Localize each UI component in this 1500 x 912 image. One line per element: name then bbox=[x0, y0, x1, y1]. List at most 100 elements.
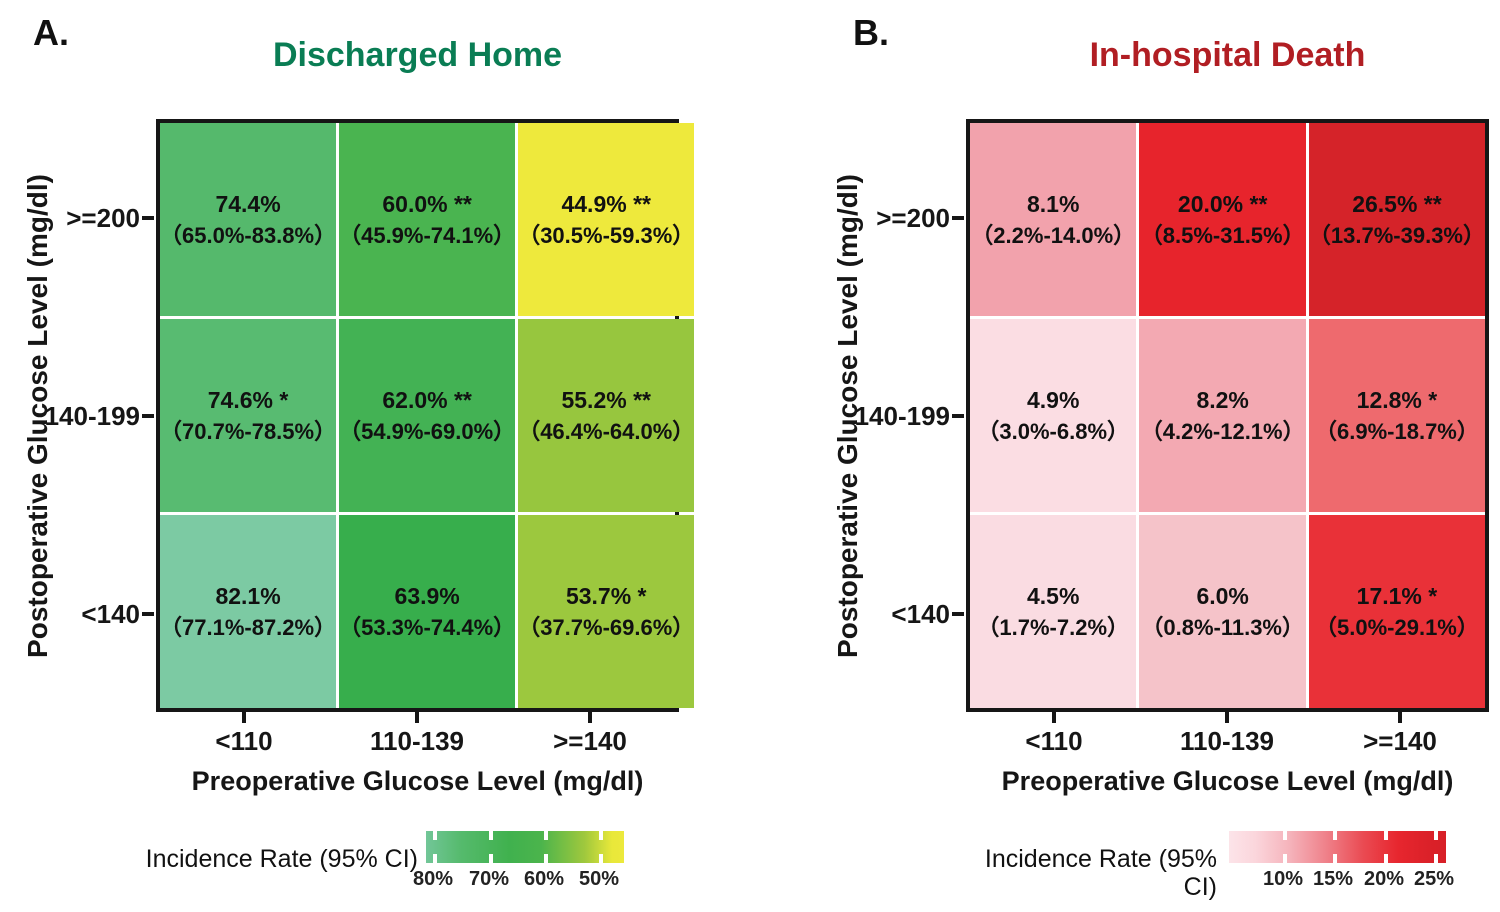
colorbar-tick-label: 15% bbox=[1312, 868, 1354, 890]
y-tick-label: <140 bbox=[891, 599, 950, 629]
cell-value: 82.1% bbox=[215, 582, 281, 609]
cell-ci: （77.1%-87.2%） bbox=[160, 614, 337, 640]
y-tick-label: <140 bbox=[81, 599, 140, 629]
colorbar-tick-notch bbox=[544, 831, 548, 863]
heatmap-cell: 74.6% * （70.7%-78.5%） bbox=[160, 319, 337, 512]
colorbar-tick-label: 70% bbox=[468, 868, 510, 890]
y-tick bbox=[952, 414, 964, 418]
x-axis-label: Preoperative Glucose Level (mg/dl) bbox=[191, 766, 644, 796]
x-tick bbox=[1225, 712, 1229, 723]
heatmap-cell: 8.2% （4.2%-12.1%） bbox=[1139, 319, 1306, 512]
heatmap-grid-a: 74.4% （65.0%-83.8%） 60.0% ** （45.9%-74.1… bbox=[156, 119, 695, 712]
x-tick-label: <110 bbox=[215, 726, 273, 756]
cell-ci: （37.7%-69.6%） bbox=[518, 614, 695, 640]
cell-value: 4.9% bbox=[1027, 386, 1080, 413]
cell-value: 17.1% * bbox=[1356, 582, 1438, 609]
colorbar-tick-notch bbox=[599, 831, 604, 863]
colorbar-label: Incidence Rate (95% CI) bbox=[984, 845, 1217, 901]
heatmap-cell: 4.5% （1.7%-7.2%） bbox=[970, 515, 1137, 708]
cell-value: 4.5% bbox=[1027, 582, 1080, 609]
cell-ci: （6.9%-18.7%） bbox=[1315, 418, 1479, 444]
cell-ci: （0.8%-11.3%） bbox=[1141, 614, 1304, 640]
colorbar-tick-notch bbox=[488, 831, 493, 863]
cell-ci: （1.7%-7.2%） bbox=[977, 614, 1130, 640]
heatmap-cell: 82.1% （77.1%-87.2%） bbox=[160, 515, 337, 708]
cell-value: 62.0% ** bbox=[382, 386, 472, 413]
colorbar-tick-notch bbox=[1383, 831, 1388, 863]
panel-title-in-hospital-death: In-hospital Death bbox=[1089, 36, 1366, 74]
heatmap-cell: 17.1% * （5.0%-29.1%） bbox=[1308, 515, 1485, 708]
x-tick bbox=[242, 712, 246, 723]
cell-ci: （2.2%-14.0%） bbox=[971, 222, 1136, 248]
cell-ci: （13.7%-39.3%） bbox=[1308, 222, 1485, 248]
cell-value: 8.2% bbox=[1196, 386, 1249, 413]
cell-value: 12.8% * bbox=[1356, 386, 1438, 413]
heatmap-cell: 53.7% * （37.7%-69.6%） bbox=[518, 515, 695, 708]
cell-ci: （45.9%-74.1%） bbox=[339, 222, 516, 248]
colorbar-tick-label: 60% bbox=[523, 868, 565, 890]
heatmap-cell: 12.8% * （6.9%-18.7%） bbox=[1308, 319, 1485, 512]
y-tick bbox=[952, 216, 964, 220]
colorbar-tick-notch bbox=[1434, 831, 1439, 863]
panel-letter-a: A. bbox=[33, 12, 69, 53]
cell-value: 53.7% * bbox=[565, 582, 647, 609]
cell-ci: （5.0%-29.1%） bbox=[1315, 614, 1479, 640]
colorbar-gradient bbox=[1229, 831, 1446, 863]
y-tick bbox=[952, 612, 964, 616]
heatmap-cell: 62.0% ** （54.9%-69.0%） bbox=[339, 319, 516, 512]
cell-ci: （54.9%-69.0%） bbox=[339, 418, 516, 444]
x-tick-label: <110 bbox=[1025, 726, 1083, 756]
cell-value: 44.9% ** bbox=[561, 190, 651, 217]
x-tick-label: 110-139 bbox=[370, 726, 464, 756]
cell-ci: （8.5%-31.5%） bbox=[1140, 222, 1305, 248]
cell-ci: （53.3%-74.4%） bbox=[339, 614, 516, 640]
heatmap-cell: 20.0% ** （8.5%-31.5%） bbox=[1139, 123, 1306, 316]
heatmap-cell: 44.9% ** （30.5%-59.3%） bbox=[518, 123, 695, 316]
panel-in-hospital-death: B. In-hospital Death Postoperative Gluco… bbox=[750, 0, 1500, 912]
colorbar-label: Incidence Rate (95% CI) bbox=[145, 845, 418, 873]
x-tick bbox=[415, 712, 419, 723]
cell-value: 63.9% bbox=[394, 582, 460, 609]
y-tick bbox=[142, 414, 154, 418]
y-tick-label: 140-199 bbox=[854, 401, 950, 431]
panel-letter-b: B. bbox=[853, 12, 889, 53]
cell-ci: （4.2%-12.1%） bbox=[1140, 418, 1305, 444]
colorbar-tick-notch bbox=[432, 831, 437, 863]
cell-value: 26.5% ** bbox=[1352, 190, 1442, 217]
x-tick-label: >=140 bbox=[553, 726, 627, 756]
colorbar-tick-notch bbox=[1332, 831, 1337, 863]
cell-ci: （70.7%-78.5%） bbox=[160, 418, 337, 444]
y-tick bbox=[142, 216, 154, 220]
x-tick bbox=[1052, 712, 1056, 723]
heatmap-cell: 60.0% ** （45.9%-74.1%） bbox=[339, 123, 516, 316]
heatmap-cell: 4.9% （3.0%-6.8%） bbox=[970, 319, 1137, 512]
heatmap-cell: 6.0% （0.8%-11.3%） bbox=[1139, 515, 1306, 708]
colorbar-tick-label: 25% bbox=[1413, 868, 1455, 890]
x-tick bbox=[588, 712, 592, 723]
heatmap-grid-b: 8.1% （2.2%-14.0%） 20.0% ** （8.5%-31.5%） … bbox=[966, 119, 1489, 712]
y-tick-label: >=200 bbox=[876, 203, 950, 233]
heatmap-cell: 55.2% ** （46.4%-64.0%） bbox=[518, 319, 695, 512]
heatmap-cell: 26.5% ** （13.7%-39.3%） bbox=[1308, 123, 1485, 316]
cell-value: 55.2% ** bbox=[561, 386, 651, 413]
x-tick-label: >=140 bbox=[1363, 726, 1437, 756]
colorbar-tick-label: 50% bbox=[578, 868, 620, 890]
cell-value: 20.0% ** bbox=[1177, 190, 1268, 217]
panel-title-discharged-home: Discharged Home bbox=[272, 36, 563, 74]
y-tick-label: 140-199 bbox=[44, 401, 140, 431]
heatmap-cell: 8.1% （2.2%-14.0%） bbox=[970, 123, 1137, 316]
y-tick-label: >=200 bbox=[66, 203, 140, 233]
colorbar-gradient bbox=[426, 831, 624, 863]
x-tick bbox=[1398, 712, 1402, 723]
heatmap-cell: 63.9% （53.3%-74.4%） bbox=[339, 515, 516, 708]
cell-value: 74.4% bbox=[215, 190, 281, 217]
y-tick bbox=[142, 612, 154, 616]
cell-value: 6.0% bbox=[1196, 582, 1249, 609]
x-axis-label: Preoperative Glucose Level (mg/dl) bbox=[1001, 766, 1454, 796]
cell-ci: （65.0%-83.8%） bbox=[160, 222, 337, 248]
colorbar-tick-label: 80% bbox=[412, 868, 454, 890]
x-tick-label: 110-139 bbox=[1180, 726, 1274, 756]
cell-ci: （46.4%-64.0%） bbox=[518, 418, 695, 444]
heatmap-cell: 74.4% （65.0%-83.8%） bbox=[160, 123, 337, 316]
